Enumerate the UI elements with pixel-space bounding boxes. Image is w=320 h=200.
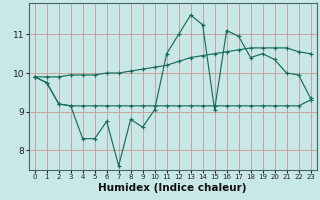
X-axis label: Humidex (Indice chaleur): Humidex (Indice chaleur) <box>98 183 247 193</box>
